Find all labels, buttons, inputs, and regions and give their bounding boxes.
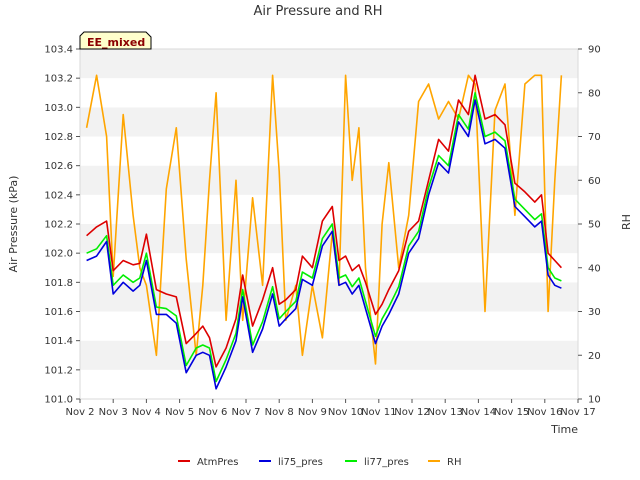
series-lines	[85, 74, 563, 390]
y-tick-label: 103.0	[44, 103, 73, 114]
x-tick-label: Nov 5	[165, 407, 194, 418]
x-tick-label: Nov 6	[198, 407, 227, 418]
y-axis-left: 101.0 101.2 101.4 101.6 101.8 102.0 102.2 102.4…	[44, 45, 80, 406]
x-tick-label: Nov 2	[65, 407, 94, 418]
grid-band	[80, 369, 578, 399]
x-tick-label: Nov 13	[427, 407, 462, 418]
grid-band	[80, 107, 578, 137]
y-tick-label: 102.8	[44, 132, 73, 143]
y2-tick-label: 70	[588, 132, 601, 143]
y-axis-right: 10 20 30 40 50 60 70 80 90	[578, 45, 601, 406]
grid-band	[80, 136, 578, 166]
y-tick-label: 101.0	[44, 395, 73, 406]
y2-tick-label: 50	[588, 220, 601, 231]
x-tick-label: Nov 12	[394, 407, 429, 418]
x-tick-label: Nov 3	[99, 407, 128, 418]
y-tick-label: 101.4	[44, 336, 73, 347]
x-tick-label: Nov 17	[560, 407, 595, 418]
y-tick-label: 101.6	[44, 307, 73, 318]
y2-tick-label: 80	[588, 88, 601, 99]
legend: AtmPres li75_pres li77_pres RH	[178, 457, 461, 468]
grid-band	[80, 49, 578, 79]
series-line-li75-pres	[86, 99, 562, 390]
legend-label: li75_pres	[278, 457, 323, 468]
series-line-rh	[85, 74, 563, 365]
x-tick-label: Nov 7	[231, 407, 260, 418]
grid-band	[80, 165, 578, 195]
dataset-badge: EE_mixed	[79, 31, 152, 50]
y-tick-label: 101.8	[44, 278, 73, 289]
y-axis-label: Air Pressure (kPa)	[7, 176, 20, 273]
grid-band	[80, 340, 578, 370]
grid-band	[80, 311, 578, 341]
y-tick-label: 102.6	[44, 161, 73, 172]
grid-band	[80, 194, 578, 224]
legend-label: AtmPres	[197, 457, 238, 468]
grid-band	[80, 78, 578, 108]
series-line-li77-pres	[86, 92, 562, 383]
chart-title: Air Pressure and RH	[253, 4, 382, 19]
y-tick-label: 103.4	[44, 45, 73, 56]
x-tick-label: Nov 11	[361, 407, 396, 418]
badge-box	[79, 31, 152, 50]
series-line-atmpres	[86, 74, 562, 368]
legend-label: RH	[447, 457, 461, 468]
y2-tick-label: 20	[588, 351, 601, 362]
y2-tick-label: 10	[588, 395, 601, 406]
y2-tick-label: 40	[588, 263, 601, 274]
x-axis-label: Time	[550, 423, 578, 436]
y2-axis-label: RH	[620, 214, 633, 230]
x-tick-label: Nov 14	[461, 407, 496, 418]
grid-band	[80, 282, 578, 312]
y-tick-label: 101.2	[44, 365, 73, 376]
y-tick-label: 103.2	[44, 74, 73, 85]
x-tick-label: Nov 8	[265, 407, 294, 418]
y-tick-label: 102.2	[44, 220, 73, 231]
legend-label: li77_pres	[364, 457, 409, 468]
x-tick-label: Nov 10	[328, 407, 363, 418]
y2-tick-label: 60	[588, 176, 601, 187]
x-tick-label: Nov 9	[298, 407, 327, 418]
y-tick-label: 102.0	[44, 249, 73, 260]
y2-tick-label: 30	[588, 307, 601, 318]
x-tick-label: Nov 16	[527, 407, 562, 418]
y-tick-label: 102.4	[44, 190, 73, 201]
x-axis: Nov 2 Nov 3 Nov 4 Nov 5 Nov 6 Nov 7 Nov 8 Nov 9…	[65, 399, 596, 418]
x-tick-label: Nov 4	[132, 407, 161, 418]
badge-label: EE_mixed	[87, 36, 145, 49]
y2-tick-label: 90	[588, 45, 601, 56]
x-tick-label: Nov 15	[494, 407, 529, 418]
